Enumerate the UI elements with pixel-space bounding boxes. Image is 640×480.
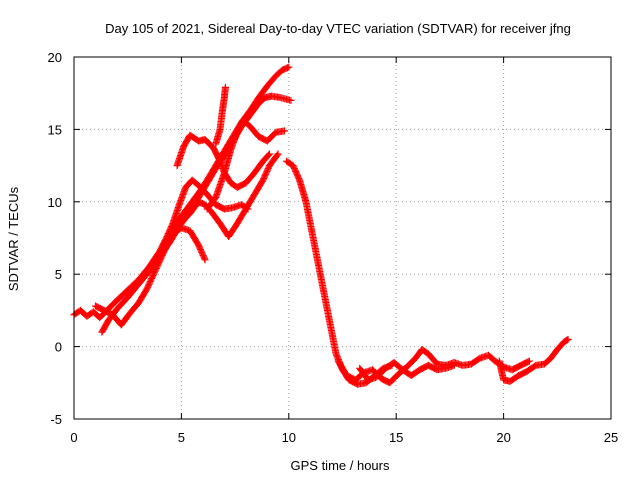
y-tick-label: 10	[48, 195, 62, 210]
x-tick-label: 5	[178, 430, 185, 445]
y-tick-label: 5	[55, 267, 62, 282]
data-points	[70, 63, 572, 388]
data-point	[274, 150, 282, 158]
y-axis-label: SDTVAR / TECUs	[6, 186, 21, 291]
data-point	[273, 151, 281, 159]
data-point	[564, 335, 572, 343]
y-tick-label: -5	[50, 412, 62, 427]
y-tick-label: 0	[55, 340, 62, 355]
data-point	[201, 256, 209, 264]
x-tick-label: 10	[282, 430, 296, 445]
data-point	[285, 63, 293, 71]
data-point	[221, 83, 229, 91]
data-point	[524, 358, 532, 366]
y-tick-label: 20	[48, 50, 62, 65]
chart-title: Day 105 of 2021, Sidereal Day-to-day VTE…	[105, 21, 571, 36]
axis-ticks: 0 5 10 15 20 25 -5 0 5 10 15 20	[48, 50, 619, 445]
grid	[74, 57, 611, 419]
x-axis-label: GPS time / hours	[291, 458, 390, 473]
plot-frame	[73, 56, 612, 420]
x-tick-label: 20	[496, 430, 510, 445]
data-point	[265, 151, 273, 159]
data-point	[281, 127, 289, 135]
data-point	[200, 254, 208, 262]
x-tick-label: 25	[604, 430, 618, 445]
y-tick-label: 15	[48, 122, 62, 137]
data-point	[450, 361, 458, 369]
data-point	[525, 357, 533, 365]
data-point	[563, 336, 571, 344]
data-point	[265, 150, 273, 158]
data-point	[287, 96, 295, 104]
x-tick-label: 15	[389, 430, 403, 445]
x-tick-label: 0	[70, 430, 77, 445]
